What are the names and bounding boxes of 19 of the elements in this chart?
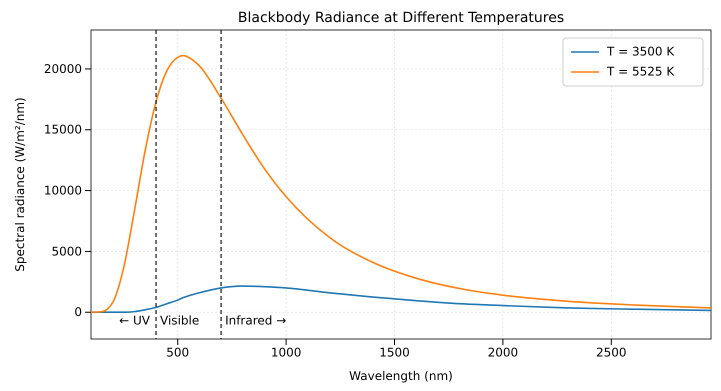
- legend-label: T = 3500 K: [606, 44, 676, 58]
- x-tick-label: 1500: [379, 346, 410, 360]
- y-tick-label: 5000: [51, 244, 82, 258]
- x-tick-label: 2500: [596, 346, 627, 360]
- chart-title: Blackbody Radiance at Different Temperatures: [238, 10, 564, 26]
- y-tick-label: 15000: [44, 122, 82, 137]
- y-tick-label: 0: [74, 305, 82, 320]
- x-axis-title: Wavelength (nm): [349, 369, 453, 383]
- legend-label: T = 5525 K: [606, 64, 676, 78]
- x-tick-label: 2000: [488, 346, 518, 360]
- y-tick-label: 10000: [44, 183, 82, 198]
- x-tick-label: 500: [166, 346, 190, 360]
- x-tick-label: 1000: [270, 346, 302, 360]
- y-tick-label: 20000: [44, 62, 82, 76]
- line-series: [91, 54, 711, 314]
- y-axis-title: Spectral radiance (W/m²/nm): [13, 97, 27, 272]
- annotation: Visible: [160, 313, 200, 328]
- annotation: Infrared →: [225, 313, 286, 328]
- annotation: ← UV: [119, 313, 151, 328]
